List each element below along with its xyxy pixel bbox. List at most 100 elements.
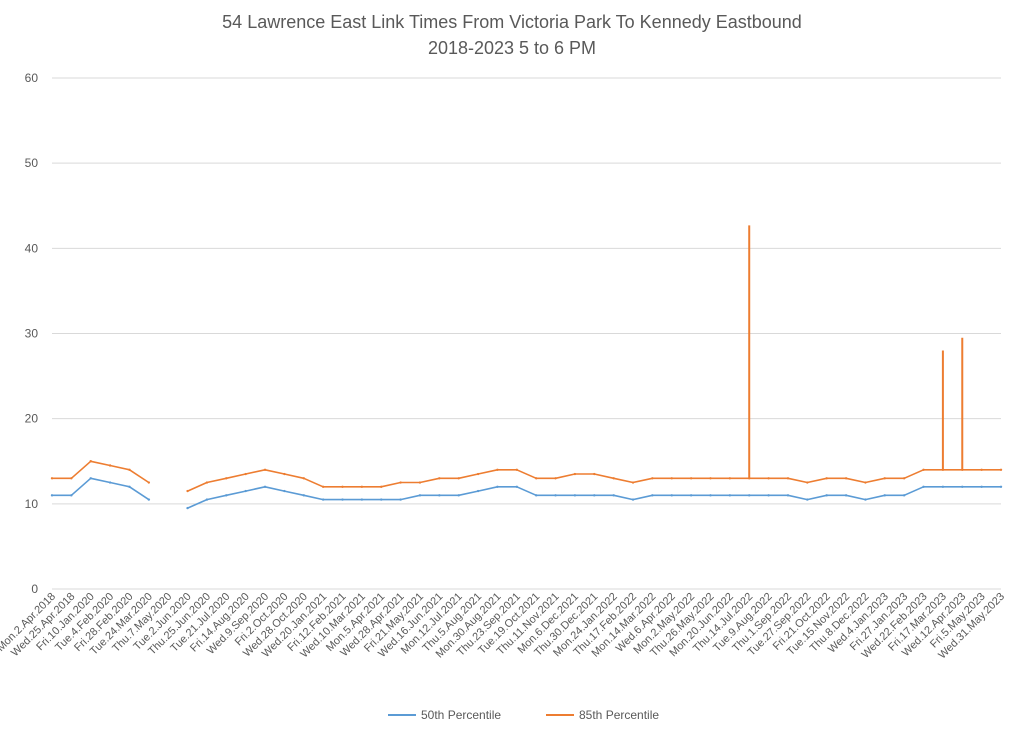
data-point <box>651 477 654 480</box>
y-tick-label: 0 <box>31 582 38 596</box>
data-point <box>902 477 906 480</box>
data-point <box>147 498 151 501</box>
data-point <box>283 489 286 493</box>
data-point <box>70 494 73 497</box>
data-point <box>864 498 867 501</box>
data-point <box>244 472 247 476</box>
data-point <box>50 477 54 480</box>
data-point <box>844 494 848 497</box>
legend-label: 85th Percentile <box>579 708 659 722</box>
data-point <box>612 477 615 480</box>
data-point <box>263 485 267 488</box>
data-point <box>476 489 480 493</box>
data-point <box>321 498 325 501</box>
data-point <box>496 485 499 488</box>
data-point <box>631 481 635 484</box>
data-point <box>128 468 131 471</box>
data-point <box>418 494 422 497</box>
data-point <box>380 498 383 501</box>
y-tick-label: 50 <box>25 156 39 170</box>
data-point <box>360 498 364 501</box>
data-point <box>302 477 305 480</box>
data-point <box>341 498 344 501</box>
data-point <box>534 477 538 480</box>
data-point <box>767 477 770 480</box>
data-point <box>593 494 596 497</box>
data-point <box>438 477 441 480</box>
data-point <box>825 477 828 480</box>
y-tick-label: 40 <box>25 241 39 255</box>
chart-subtitle: 2018-2023 5 to 6 PM <box>427 38 597 58</box>
data-point <box>728 494 732 497</box>
data-point <box>341 485 344 488</box>
data-point <box>225 477 228 480</box>
data-point <box>534 494 538 497</box>
data-point <box>128 485 131 488</box>
data-point <box>225 494 228 497</box>
data-point <box>457 494 460 497</box>
data-point <box>999 468 1003 471</box>
data-point <box>689 477 693 480</box>
y-tick-label: 30 <box>25 327 39 341</box>
data-point <box>399 481 402 484</box>
data-point <box>554 477 557 480</box>
data-point <box>806 481 809 484</box>
data-point <box>573 494 577 497</box>
series-line-85th-percentile <box>52 460 1001 492</box>
data-point <box>864 481 867 484</box>
data-point <box>748 494 751 497</box>
y-tick-label: 20 <box>25 412 39 426</box>
data-point <box>496 468 499 471</box>
data-point <box>825 494 828 497</box>
data-point <box>651 494 654 497</box>
data-point <box>70 477 73 480</box>
data-point <box>806 498 809 501</box>
data-point <box>728 477 732 480</box>
data-point <box>283 472 286 476</box>
data-point <box>631 498 635 501</box>
data-point <box>612 494 615 497</box>
data-point <box>244 489 247 493</box>
data-point <box>844 477 848 480</box>
chart-title: 54 Lawrence East Link Times From Victori… <box>222 12 802 32</box>
data-point <box>670 494 673 497</box>
data-point <box>786 494 790 497</box>
data-point <box>980 485 983 488</box>
data-point <box>961 485 964 488</box>
data-point <box>399 498 402 501</box>
data-point <box>883 494 886 497</box>
data-point <box>108 464 112 467</box>
data-point <box>593 472 596 476</box>
data-point <box>457 477 460 480</box>
data-point <box>767 494 770 497</box>
data-point <box>786 477 790 480</box>
data-point <box>883 477 886 480</box>
data-point <box>689 494 693 497</box>
data-point <box>89 477 92 480</box>
y-tick-label: 60 <box>25 71 39 85</box>
data-point <box>380 485 383 488</box>
data-point <box>902 494 906 497</box>
data-point <box>999 485 1003 488</box>
data-point <box>922 485 925 488</box>
data-point <box>302 494 305 497</box>
data-point <box>515 468 519 471</box>
data-point <box>263 468 267 471</box>
data-point <box>941 485 945 488</box>
data-point <box>186 506 189 510</box>
data-point <box>147 481 151 484</box>
data-point <box>438 494 441 497</box>
data-point <box>980 468 983 471</box>
data-point <box>554 494 557 497</box>
data-point <box>360 485 364 488</box>
data-point <box>476 472 480 476</box>
data-point <box>50 494 54 497</box>
data-point <box>108 481 112 484</box>
data-point <box>205 481 209 484</box>
data-point <box>922 468 925 471</box>
data-point <box>89 460 92 463</box>
data-point <box>573 472 577 476</box>
data-point <box>186 489 189 493</box>
